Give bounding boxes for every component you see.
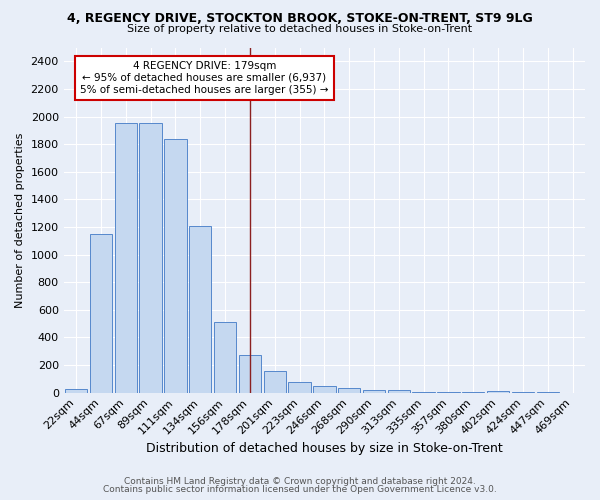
- Bar: [65, 389, 87, 392]
- Bar: [139, 124, 162, 392]
- Text: Contains HM Land Registry data © Crown copyright and database right 2024.: Contains HM Land Registry data © Crown c…: [124, 477, 476, 486]
- Bar: [90, 234, 112, 392]
- Bar: [214, 322, 236, 392]
- Y-axis label: Number of detached properties: Number of detached properties: [15, 132, 25, 308]
- Bar: [115, 124, 137, 392]
- X-axis label: Distribution of detached houses by size in Stoke-on-Trent: Distribution of detached houses by size …: [146, 442, 503, 455]
- Text: 4 REGENCY DRIVE: 179sqm
← 95% of detached houses are smaller (6,937)
5% of semi-: 4 REGENCY DRIVE: 179sqm ← 95% of detache…: [80, 62, 329, 94]
- Text: Size of property relative to detached houses in Stoke-on-Trent: Size of property relative to detached ho…: [127, 24, 473, 34]
- Text: Contains public sector information licensed under the Open Government Licence v3: Contains public sector information licen…: [103, 485, 497, 494]
- Bar: [363, 390, 385, 392]
- Bar: [487, 390, 509, 392]
- Bar: [164, 138, 187, 392]
- Bar: [189, 226, 211, 392]
- Bar: [313, 386, 335, 392]
- Bar: [289, 382, 311, 392]
- Bar: [239, 356, 261, 393]
- Text: 4, REGENCY DRIVE, STOCKTON BROOK, STOKE-ON-TRENT, ST9 9LG: 4, REGENCY DRIVE, STOCKTON BROOK, STOKE-…: [67, 12, 533, 26]
- Bar: [263, 371, 286, 392]
- Bar: [338, 388, 361, 392]
- Bar: [388, 390, 410, 392]
